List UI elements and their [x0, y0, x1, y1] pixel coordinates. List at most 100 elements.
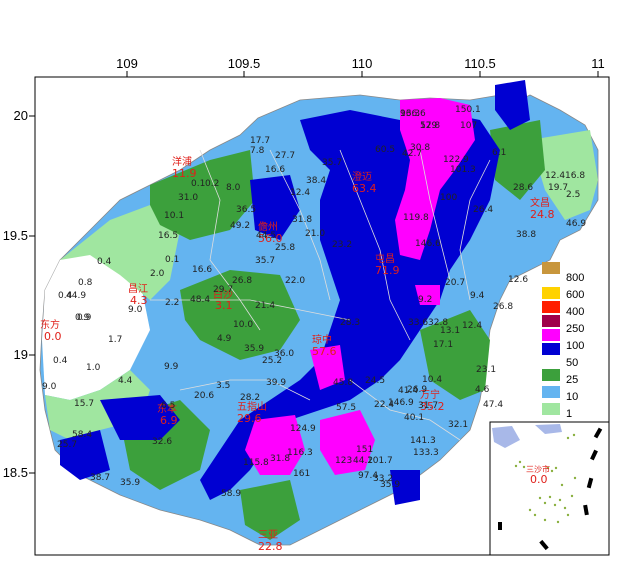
zone-1-10 [60, 205, 180, 300]
station-value: 31.8 [270, 454, 290, 464]
zone-50-100 [60, 430, 110, 480]
zone-100-250 [320, 410, 375, 475]
station-value: 35.9 [244, 344, 264, 354]
station-value: 47.4 [483, 400, 503, 410]
legend-label: 400 [566, 306, 584, 318]
station-value: 16.8 [565, 171, 585, 181]
station-value: 17.7 [250, 136, 270, 146]
city-name: 五指山 [237, 400, 267, 413]
station-value: 0.4 [58, 291, 73, 301]
legend-swatch [542, 329, 560, 341]
city-value: 63.4 [352, 182, 377, 195]
station-value: 6.1 [492, 148, 506, 158]
station-value: 9.9 [164, 362, 179, 372]
station-value: 151 [356, 445, 373, 455]
station-value: 101.7 [367, 456, 393, 466]
station-value: 26.9 [407, 385, 427, 395]
city-name: 澄迈 [352, 170, 372, 183]
city-value: 22.8 [258, 540, 283, 553]
inset-city-value: 0.0 [530, 473, 548, 486]
station-value: 28.6 [513, 183, 533, 193]
station-value: 12.4 [545, 171, 565, 181]
legend-swatch [542, 343, 560, 355]
station-value: 122.9 [443, 155, 469, 165]
city-name: 儋州 [258, 220, 278, 233]
y-tick-label: 19.5 [3, 228, 28, 243]
station-value: 25.8 [275, 243, 295, 253]
station-value: 25.7 [57, 440, 77, 450]
station-value: 100 [440, 193, 457, 203]
station-value: 2.0 [150, 269, 165, 279]
station-value: 0.9 [75, 313, 90, 323]
station-value: 35.9 [380, 480, 400, 490]
legend-swatch [542, 386, 560, 398]
station-value: 10.1 [164, 211, 184, 221]
station-value: 46.9 [566, 219, 586, 229]
station-value: 39.9 [266, 378, 286, 388]
station-value: 48.4 [190, 295, 210, 305]
city-labels: 洋浦 11.9 澄迈 63.4 文昌 24.8 儋州 56.0 屯昌 71.9 … [40, 155, 555, 553]
station-value: 9.4 [470, 291, 485, 301]
station-value: 9.0 [42, 382, 57, 392]
y-tick-label: 19 [14, 347, 28, 362]
station-value: 31.8 [292, 215, 312, 225]
station-value: 123 [335, 456, 352, 466]
station-value: 26.8 [232, 276, 252, 286]
city-name: 昌江 [128, 283, 148, 295]
station-value: 9.2 [418, 295, 432, 305]
station-value: 22.0 [285, 276, 305, 286]
station-value: 26.8 [493, 302, 513, 312]
station-value: 21.0 [305, 229, 325, 239]
station-value: 31.0 [178, 193, 198, 203]
station-value: 93.3 [400, 109, 420, 119]
station-value: 12.6 [508, 275, 528, 285]
station-value: 28.2 [240, 393, 260, 403]
x-axis: 109 109.5 110 110.5 11 [116, 56, 605, 77]
city-value: 71.9 [375, 264, 400, 277]
county-boundaries [150, 149, 491, 441]
legend-swatch [542, 403, 560, 415]
zone-50-100 [495, 80, 530, 130]
station-value: 0.1 [165, 255, 179, 265]
station-value: 36.5 [236, 205, 256, 215]
zone-25-50 [490, 120, 545, 200]
station-value: 19.7 [548, 183, 568, 193]
station-value: 20.6 [194, 391, 214, 401]
station-value: 146.6 [415, 239, 441, 249]
station-value: 58.9 [221, 489, 241, 499]
legend-label: 50 [566, 357, 578, 369]
city-name: 白沙 [213, 288, 233, 301]
zone-1-10 [530, 130, 598, 220]
station-value: 10.0 [233, 320, 253, 330]
zone-50-100 [250, 175, 300, 240]
station-value: 124.9 [290, 424, 316, 434]
station-value: 97.4 [358, 471, 378, 481]
x-tick-label: 110.5 [464, 56, 496, 71]
city-value: 11.9 [172, 167, 197, 180]
station-value: 22.4 [374, 400, 394, 410]
station-value: 1.7 [108, 335, 122, 345]
station-value: 6.5 [161, 401, 175, 411]
station-value: 38.8 [516, 230, 536, 240]
zone-100-250 [395, 98, 475, 260]
station-value: 32.1 [448, 420, 468, 430]
zone-100-250 [415, 285, 440, 305]
station-value: 31.7 [418, 401, 438, 411]
city-name: 琼中 [312, 333, 332, 346]
station-value: 0.4 [97, 257, 112, 267]
station-value: 57.8 [420, 121, 440, 131]
station-value: 25.2 [262, 356, 282, 366]
city-name: 洋浦 [172, 155, 192, 168]
zone-25-50 [180, 270, 300, 360]
y-tick-label: 20 [14, 108, 28, 123]
station-value: 42.7 [402, 149, 422, 159]
station-value: 21.4 [255, 301, 275, 311]
legend-swatch [542, 301, 560, 313]
city-value: 57.6 [312, 345, 337, 358]
zone-50-100 [100, 395, 180, 440]
station-value: 0.9 [77, 313, 92, 323]
station-value: 16.6 [192, 265, 212, 275]
station-value: 35.7 [255, 256, 275, 266]
city-value: 6.9 [160, 414, 178, 427]
